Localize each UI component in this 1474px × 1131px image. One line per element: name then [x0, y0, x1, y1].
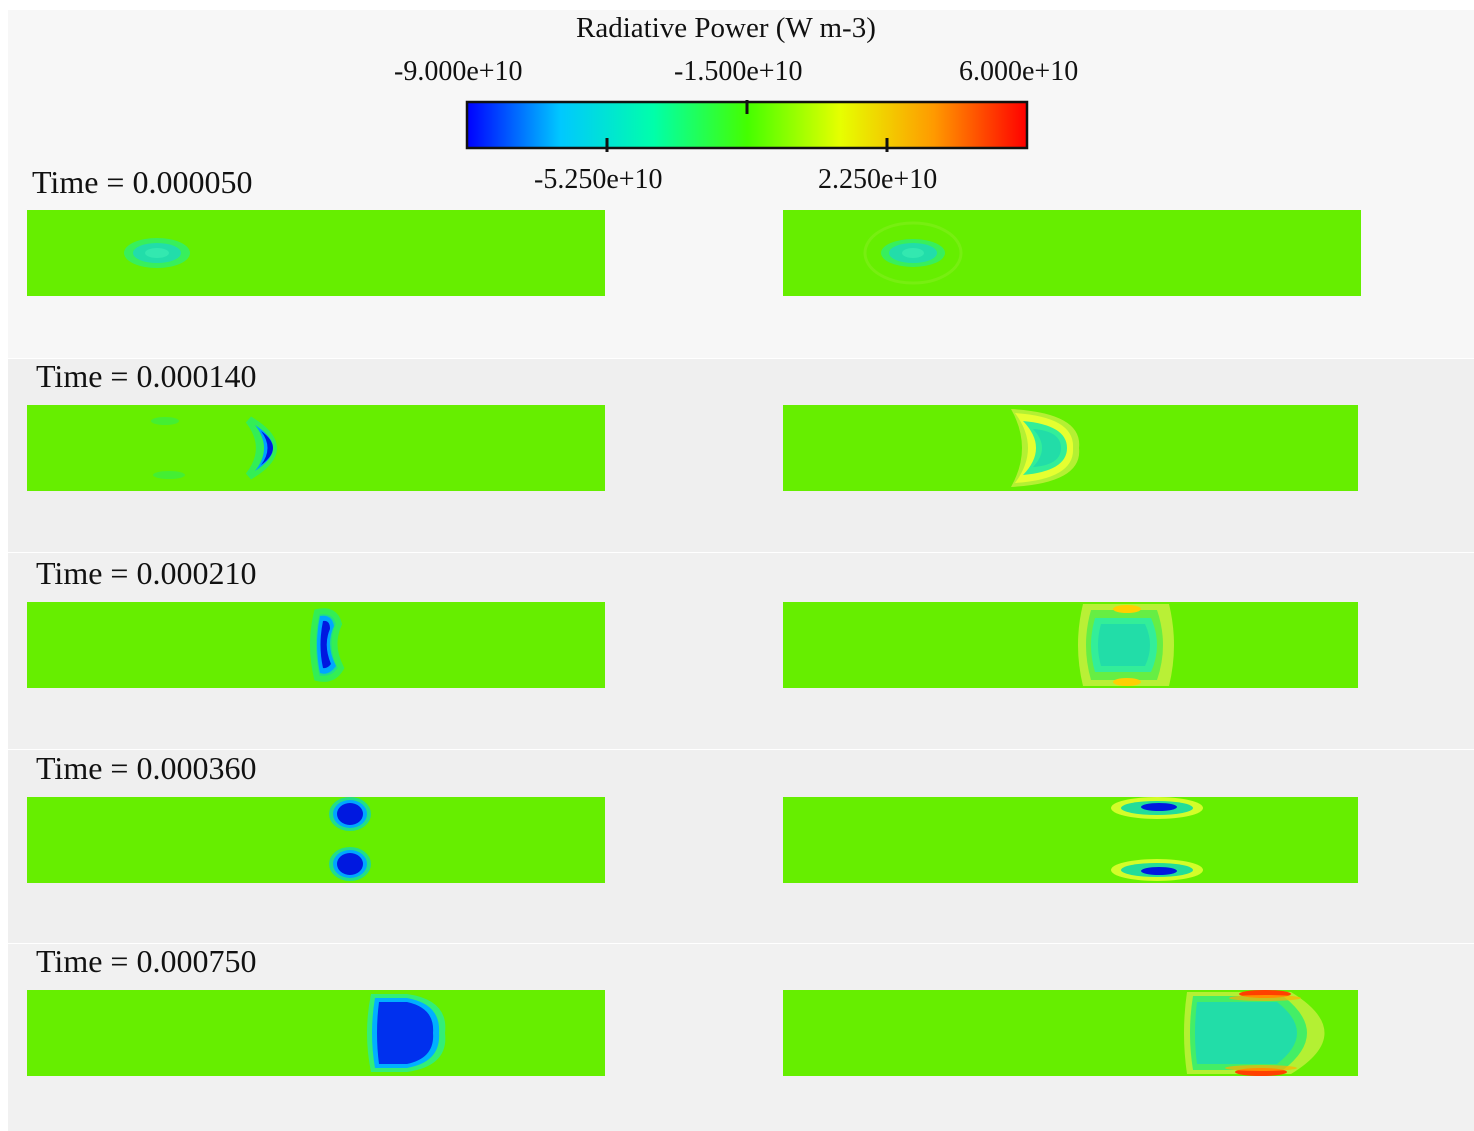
time-label-row-3: Time = 0.000210	[36, 555, 257, 591]
colorbar	[465, 100, 1029, 152]
field-panel-row-5-left	[27, 990, 605, 1076]
band-row-1	[8, 10, 1474, 358]
field-panel-row-2-right	[783, 405, 1358, 491]
time-label-row-1: Time = 0.000050	[32, 164, 253, 200]
colorbar-tick-label-mid-top: -1.500e+10	[674, 56, 803, 87]
field-panel-row-4-right	[783, 797, 1358, 883]
field-panel-row-3-left	[27, 602, 605, 688]
colorbar-tick-label-low-bottom: -5.250e+10	[534, 164, 663, 195]
colorbar-tick-label-min: -9.000e+10	[394, 56, 523, 87]
time-label-row-4: Time = 0.000360	[36, 750, 257, 786]
time-label-row-5: Time = 0.000750	[36, 943, 257, 979]
field-panel-row-5-right	[783, 990, 1358, 1076]
field-panel-row-1-right	[783, 210, 1361, 296]
field-panel-row-4-left	[27, 797, 605, 883]
colorbar-title: Radiative Power (W m-3)	[576, 12, 876, 44]
colorbar-tick-label-max: 6.000e+10	[959, 56, 1079, 87]
field-panel-row-3-right	[783, 602, 1358, 688]
field-panel-row-2-left	[27, 405, 605, 491]
field-panel-row-1-left	[27, 210, 605, 296]
time-label-row-2: Time = 0.000140	[36, 358, 257, 394]
colorbar-tick-label-high-bottom: 2.250e+10	[818, 164, 938, 195]
